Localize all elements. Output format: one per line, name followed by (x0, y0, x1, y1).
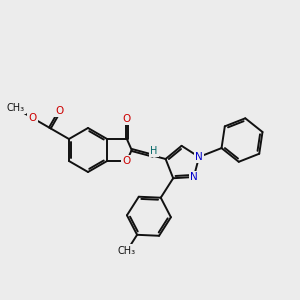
Text: O: O (28, 113, 37, 123)
Text: H: H (150, 146, 158, 156)
Text: N: N (190, 172, 198, 182)
Text: O: O (123, 156, 131, 166)
Text: N: N (195, 152, 203, 162)
Text: CH₃: CH₃ (7, 103, 25, 113)
Text: CH₃: CH₃ (118, 246, 136, 256)
Text: O: O (123, 114, 131, 124)
Text: O: O (56, 106, 64, 116)
